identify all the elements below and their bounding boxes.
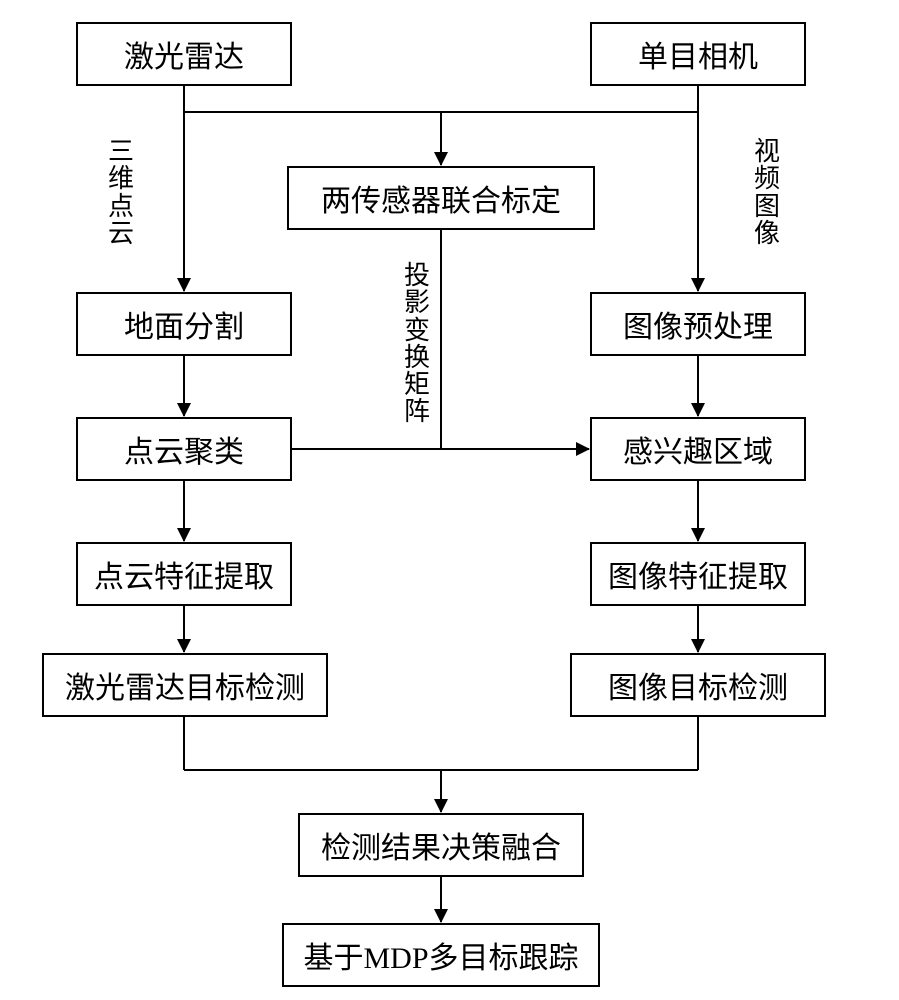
node-lidar_det: 激光雷达目标检测 <box>42 653 328 717</box>
node-img_det: 图像目标检测 <box>570 653 826 717</box>
node-label-cluster: 点云聚类 <box>124 427 244 471</box>
node-label-fusion: 检测结果决策融合 <box>321 823 561 867</box>
node-calib: 两传感器联合标定 <box>287 166 595 230</box>
node-fusion: 检测结果决策融合 <box>298 813 584 877</box>
node-label-preproc: 图像预处理 <box>623 302 773 346</box>
node-preproc: 图像预处理 <box>590 292 806 356</box>
edge-label-video: 视频图像 <box>754 138 780 247</box>
node-img_feat: 图像特征提取 <box>590 542 806 606</box>
node-label-img_det: 图像目标检测 <box>608 663 788 707</box>
node-label-ground: 地面分割 <box>124 302 244 346</box>
edge-label-matrix: 投影变换矩阵 <box>404 262 430 426</box>
flowchart-canvas: 激光雷达 单目相机两传感器联合标定地面分割 图像预处理点云聚类 感兴趣区域点云特征提取… <box>0 0 899 1000</box>
node-mdp: 基于MDP多目标跟踪 <box>282 923 600 987</box>
node-cluster: 点云聚类 <box>76 417 292 481</box>
node-camera: 单目相机 <box>590 22 806 86</box>
node-label-roi: 感兴趣区域 <box>623 427 773 471</box>
edge-label-pc3d: 三维点云 <box>108 138 134 247</box>
node-label-calib: 两传感器联合标定 <box>321 176 561 220</box>
node-label-pc_feat: 点云特征提取 <box>94 552 274 596</box>
node-pc_feat: 点云特征提取 <box>76 542 292 606</box>
node-label-camera: 单目相机 <box>638 32 758 76</box>
node-ground: 地面分割 <box>76 292 292 356</box>
node-label-lidar: 激光雷达 <box>124 32 244 76</box>
node-lidar: 激光雷达 <box>76 22 292 86</box>
node-label-lidar_det: 激光雷达目标检测 <box>65 663 305 707</box>
node-label-mdp: 基于MDP多目标跟踪 <box>303 933 578 977</box>
node-roi: 感兴趣区域 <box>590 417 806 481</box>
node-label-img_feat: 图像特征提取 <box>608 552 788 596</box>
